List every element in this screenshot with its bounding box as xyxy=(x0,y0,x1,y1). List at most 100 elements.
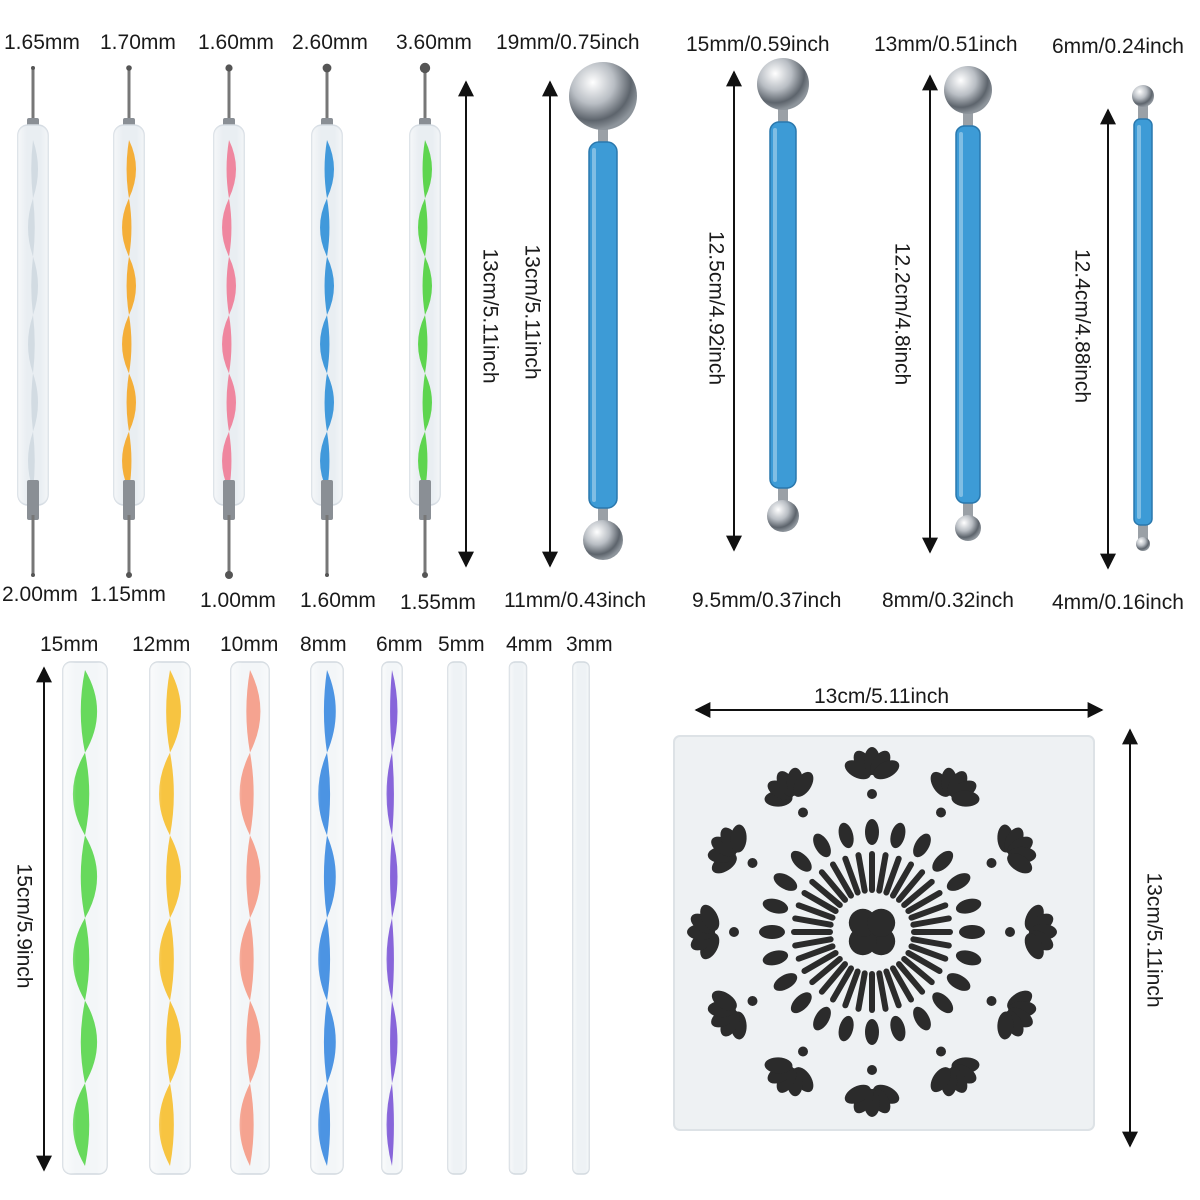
stencil-ray xyxy=(795,902,836,921)
rod-6-sheen xyxy=(448,662,466,1174)
pen-1-top-tip-label: 1.65mm xyxy=(4,31,80,54)
stencil-teardrop xyxy=(955,950,982,966)
stencil-ray xyxy=(842,968,861,1009)
stencil-teardrop xyxy=(913,1006,931,1031)
stencil-ray xyxy=(809,955,843,986)
pen-3-bottom-tip-label: 1.00mm xyxy=(200,589,276,612)
acrylic-rods-group xyxy=(62,661,590,1175)
ball-tool-4-top-neck xyxy=(1138,103,1148,133)
stencil-teardrop xyxy=(790,992,812,1014)
stencil-outer-petal xyxy=(730,824,747,853)
acrylic-rod-7 xyxy=(508,661,528,1175)
ball-tool-4-handle xyxy=(1133,118,1153,526)
stencil-ray xyxy=(883,968,902,1009)
stencil-petal-dot xyxy=(798,807,808,818)
stencil-ray xyxy=(890,965,914,1003)
stencil-center-petal xyxy=(867,908,896,937)
stencil-petal-dot xyxy=(798,1046,808,1057)
ball-tool-4-top-label: 6mm/0.24inch xyxy=(1052,35,1184,58)
stencil-teardrop xyxy=(890,822,906,849)
dotting-pen-2 xyxy=(113,65,145,578)
stencil-height-label: 13cm/5.11inch xyxy=(1142,872,1166,1008)
rod-7-sheen xyxy=(509,662,527,1174)
pen-1-bottom-tip-label: 2.00mm xyxy=(2,583,78,606)
ball-tool-1-top-ball xyxy=(569,62,637,130)
rod-7-diameter-label: 4mm xyxy=(506,633,553,656)
stencil-teardrop xyxy=(865,1019,879,1045)
stencil-teardrop xyxy=(955,898,982,914)
stencil-teardrop xyxy=(838,822,854,849)
ball-tool-3-top-ball xyxy=(944,66,992,114)
stencil-petal-dot xyxy=(747,858,758,868)
rods-length-label: 15cm/5.9inch xyxy=(12,863,36,989)
stencil-petal-dot xyxy=(986,858,997,868)
ball-tool-2-top-neck xyxy=(778,106,788,136)
stencil-petal-dot xyxy=(867,1065,877,1075)
stencil-outer-petal xyxy=(997,1011,1014,1040)
pen-2-bottom-tip-label: 1.15mm xyxy=(90,583,166,606)
rod-1-diameter-label: 15mm xyxy=(40,633,99,656)
stencil-group xyxy=(673,735,1095,1131)
stencil-ray xyxy=(830,861,854,899)
dotting-pen-5 xyxy=(409,62,441,578)
ball-tool-2-bottom-neck xyxy=(778,478,788,504)
ball-tool-4-handle-highlight xyxy=(1137,125,1141,519)
ball-tool-3-top-neck xyxy=(963,110,973,140)
ball-tool-3-top-label: 13mm/0.51inch xyxy=(874,33,1018,56)
pen-3-top-tip-label: 1.60mm xyxy=(198,31,274,54)
ball-tool-2-length-label: 12.5cm/4.92inch xyxy=(704,230,728,386)
stencil-outer-petal xyxy=(951,790,980,807)
stencil-ray xyxy=(818,869,849,903)
stencil-ray xyxy=(883,855,902,896)
ball-tool-2-handle xyxy=(769,121,797,489)
rod-6-diameter-label: 5mm xyxy=(438,633,485,656)
acrylic-rod-6 xyxy=(447,661,467,1175)
stencil-outer-petal xyxy=(873,760,900,780)
stencil-teardrop xyxy=(890,1015,906,1042)
stencil-teardrop xyxy=(932,992,954,1014)
stencil-ray xyxy=(905,890,943,914)
ball-tool-4-top-ball xyxy=(1132,85,1154,107)
rod-4-diameter-label: 8mm xyxy=(300,633,347,656)
stencil-teardrop xyxy=(838,1015,854,1042)
ball-tool-3 xyxy=(944,66,992,541)
pen-2-top-tip-label: 1.70mm xyxy=(100,31,176,54)
stencil-ray xyxy=(901,955,935,986)
stencil-outer-petal xyxy=(711,990,737,1011)
stencil-ray xyxy=(905,950,943,974)
stencil-outer-petal xyxy=(700,904,720,931)
stencil-ray xyxy=(801,890,839,914)
ball-tool-4-length-label: 12.4cm/4.88inch xyxy=(1070,248,1094,404)
stencil-ray xyxy=(855,852,868,894)
ball-tool-3-bottom-label: 8mm/0.32inch xyxy=(882,589,1014,612)
rod-3-diameter-label: 10mm xyxy=(220,633,279,656)
ball-tool-2 xyxy=(757,58,809,532)
pen-5-bottom-ferrule xyxy=(419,480,431,520)
stencil-ray xyxy=(842,855,861,896)
ball-tool-4-bottom-label: 4mm/0.16inch xyxy=(1052,591,1184,614)
stencil-ray xyxy=(908,943,949,962)
ball-tool-4-bottom-neck xyxy=(1138,515,1148,541)
stencil-outer-petal xyxy=(1024,933,1044,960)
stencil-petal-dot xyxy=(867,789,877,799)
rod-1-sheen xyxy=(63,662,107,1174)
stencil-ray xyxy=(910,915,952,928)
pen-4-top-tip-label: 2.60mm xyxy=(292,31,368,54)
pen-1-bottom-ball xyxy=(31,573,35,577)
stencil-petal-dot xyxy=(1005,927,1015,937)
stencil-ray xyxy=(792,936,834,949)
stencil-teardrop xyxy=(790,850,812,872)
pen-4-bottom-tip-label: 1.60mm xyxy=(300,589,376,612)
pen-1-sheen xyxy=(18,125,48,505)
stencil-ray xyxy=(895,869,926,903)
rod-3-sheen xyxy=(231,662,269,1174)
ball-tool-3-handle xyxy=(955,125,981,504)
pen-5-sheen xyxy=(410,125,440,505)
stencil-ray xyxy=(876,852,889,894)
rod-2-sheen xyxy=(150,662,190,1174)
stencil-teardrop xyxy=(946,973,971,991)
stencil-ray xyxy=(830,965,854,1003)
ball-tool-1-bottom-label: 11mm/0.43inch xyxy=(504,589,647,612)
pen-2-top-ball xyxy=(126,65,132,71)
